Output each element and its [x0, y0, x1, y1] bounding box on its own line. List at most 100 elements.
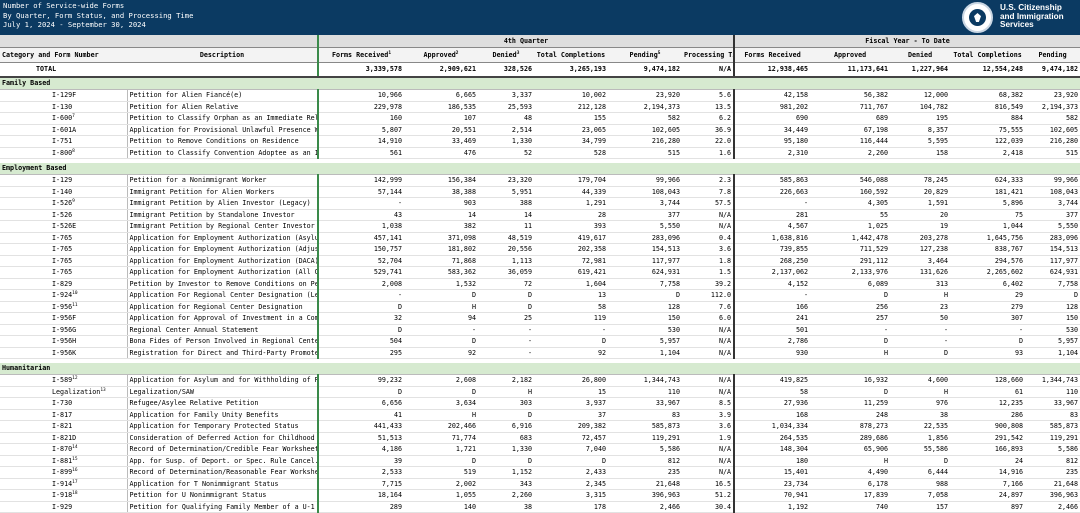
value-cell: 2,133,976 [810, 266, 891, 279]
value-cell: 102,605 [608, 124, 682, 136]
value-cell: 371,098 [404, 232, 478, 244]
value-cell: 19 [890, 220, 951, 233]
table-row: I-87014 Record of Determination/Credible … [0, 443, 1080, 456]
value-cell: 25 [478, 312, 534, 325]
value-cell: 2,533 [317, 466, 404, 479]
report-title: Number of Service-wide Forms By Quarter,… [3, 1, 193, 30]
value-cell: 3,937 [534, 397, 608, 410]
value-cell: H [404, 301, 478, 313]
value-cell: 33,967 [1025, 397, 1080, 410]
value-cell: 6,089 [810, 278, 891, 290]
value-cell: 94 [404, 312, 478, 325]
title-line-2: By Quarter, Form Status, and Processing … [3, 10, 194, 20]
value-cell: 5,550 [608, 220, 682, 233]
form-description: App. for Susp. of Deport. or Spec. Rule … [126, 455, 318, 467]
value-cell: 1,227,964 [890, 62, 951, 78]
value-cell: 14 [404, 209, 478, 221]
value-cell: 117,977 [1025, 255, 1080, 267]
table-row: I-140 Immigrant Petition for Alien Worker… [0, 186, 1080, 198]
value-cell: 14,910 [317, 135, 404, 148]
value-cell: 457,141 [317, 232, 404, 244]
form-number: I-817 [0, 409, 127, 421]
value-cell: 116,444 [810, 135, 891, 148]
value-cell: 92 [404, 347, 478, 359]
value-cell: N/A [682, 324, 735, 336]
value-cell: H [478, 386, 534, 398]
value-cell: 289 [317, 501, 404, 513]
col-header-q-3: Total Completions [534, 47, 608, 63]
table-row: I-129 Petition for a Nonimmigrant Worker 1… [0, 174, 1080, 187]
value-cell: H [890, 386, 951, 398]
value-cell: 179,704 [534, 174, 608, 187]
value-cell: 44,339 [534, 186, 608, 198]
title-line-3: July 1, 2024 - September 30, 2024 [3, 20, 146, 29]
value-cell: 396,963 [1025, 489, 1080, 502]
value-cell: 108,043 [608, 186, 682, 198]
value-cell: 51,513 [317, 432, 404, 444]
value-cell: 158 [890, 147, 951, 159]
value-cell: 897 [950, 501, 1026, 513]
agency-line-2: and Immigration [1000, 11, 1064, 21]
value-cell: 24 [950, 455, 1026, 467]
value-cell: N/A [682, 374, 735, 387]
value-cell: 202,358 [534, 243, 608, 256]
value-cell: 229,978 [317, 101, 404, 113]
value-cell: 2,137,062 [733, 266, 811, 279]
value-cell: 148,304 [733, 443, 811, 456]
table-row: I-821 Application for Temporary Protected… [0, 420, 1080, 433]
value-cell: 10,002 [534, 89, 608, 102]
value-cell: D [810, 386, 891, 398]
value-cell: 70,941 [733, 489, 811, 502]
value-cell: 7,058 [890, 489, 951, 502]
form-description: Application for Approval of Investment i… [126, 312, 318, 325]
value-cell: 34,449 [733, 124, 811, 136]
value-cell: 3,464 [890, 255, 951, 267]
value-cell: N/A [682, 209, 735, 221]
form-description: Petition to Classify Orphan as an Immedi… [126, 112, 318, 125]
value-cell: D [478, 289, 534, 302]
value-cell: 3.6 [682, 420, 735, 433]
value-cell: 235 [1025, 466, 1080, 479]
value-cell: D [534, 335, 608, 348]
form-description: Application For Regional Center Designat… [126, 289, 318, 302]
value-cell: 32 [317, 312, 404, 325]
table-row: I-8008 Petition to Classify Convention Ad… [0, 147, 1080, 159]
value-cell: 23,920 [608, 89, 682, 102]
table-row: I-6007 Petition to Classify Orphan as an … [0, 112, 1080, 125]
value-cell: 740 [810, 501, 891, 513]
column-header-row: Category and Form Number Description For… [0, 47, 1080, 63]
value-cell: 58 [534, 301, 608, 313]
value-cell: 1,192 [733, 501, 811, 513]
col-header-q-5: Processing Time [682, 47, 735, 63]
value-cell: 102,605 [1025, 124, 1080, 136]
value-cell: 7,758 [608, 278, 682, 290]
value-cell: 150 [1025, 312, 1080, 325]
value-cell: 55,586 [890, 443, 951, 456]
value-cell: 6,178 [810, 478, 891, 490]
section-title: Employment Based [0, 163, 1080, 175]
value-cell: 2.3 [682, 174, 735, 187]
value-cell: 21,648 [1025, 478, 1080, 490]
value-cell: 216,280 [608, 135, 682, 148]
table-row: Legalization13 Legalization/SAW D D H 15 110 N/… [0, 386, 1080, 398]
table-row: I-130 Petition for Alien Relative 229,978 1… [0, 101, 1080, 113]
value-cell: - [810, 324, 891, 336]
value-cell: 5,896 [950, 197, 1026, 210]
value-cell: D [890, 347, 951, 359]
value-cell: 5,586 [1025, 443, 1080, 456]
value-cell: 1,344,743 [608, 374, 682, 387]
form-description: Legalization/SAW [126, 386, 318, 398]
value-cell: 2,466 [1025, 501, 1080, 513]
value-cell: 29 [950, 289, 1026, 302]
value-cell: 154,513 [1025, 243, 1080, 256]
value-cell: 1,638,816 [733, 232, 811, 244]
value-cell: 291,542 [950, 432, 1026, 444]
value-cell: 195 [890, 112, 951, 125]
form-description: Registration for Direct and Third-Party … [126, 347, 318, 359]
value-cell: 48 [478, 112, 534, 125]
value-cell: 4,600 [890, 374, 951, 387]
value-cell: D [810, 289, 891, 302]
value-cell: 186,535 [404, 101, 478, 113]
value-cell: 2,418 [950, 147, 1026, 159]
value-cell: 303 [478, 397, 534, 410]
